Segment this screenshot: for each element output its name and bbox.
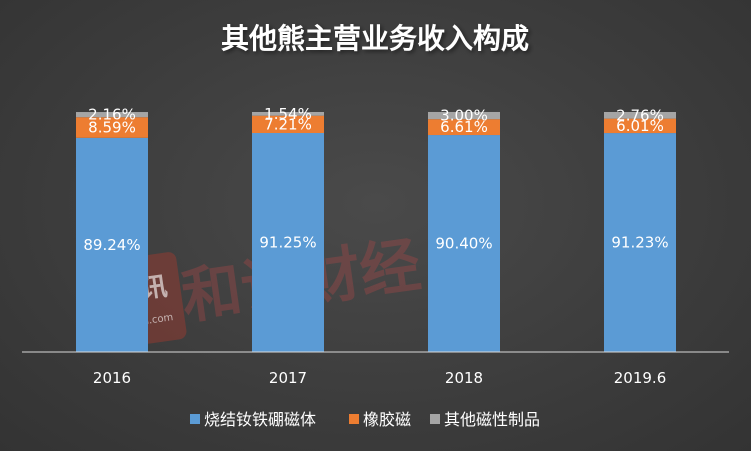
bar-2018-series-0 — [428, 135, 500, 352]
data-label-2016-series-1: 8.59% — [88, 119, 136, 137]
bar-2019.6-series-2 — [604, 112, 676, 119]
data-label-2019.6-series-1: 6.01% — [616, 117, 664, 135]
data-label-2017-series-1: 7.21% — [264, 115, 312, 133]
data-label-2018-series-2: 3.00% — [440, 107, 488, 125]
chart-title: 其他熊主营业务收入构成 — [221, 22, 529, 55]
legend-item-0: 烧结钕铁硼磁体 — [190, 410, 316, 429]
data-label-2017-series-0: 91.25% — [259, 234, 316, 252]
legend-label-0: 烧结钕铁硼磁体 — [204, 410, 316, 429]
legend-swatch-2 — [430, 414, 440, 424]
x-tick-label-2016: 2016 — [93, 369, 131, 387]
legend-item-2: 其他磁性制品 — [430, 410, 540, 429]
data-label-2019.6-series-0: 91.23% — [611, 234, 668, 252]
bar-2017-series-2 — [252, 112, 324, 116]
x-tick-label-2019.6: 2019.6 — [614, 369, 667, 387]
data-label-2018-series-1: 6.61% — [440, 118, 488, 136]
data-label-2017-series-2: 1.54% — [264, 105, 312, 123]
bar-2016-series-1 — [76, 117, 148, 138]
bar-2017-series-0 — [252, 133, 324, 352]
bar-2018-series-1 — [428, 119, 500, 136]
data-label-2016-series-0: 89.24% — [83, 236, 140, 254]
data-label-2018-series-0: 90.40% — [435, 235, 492, 253]
bar-2016-series-2 — [76, 112, 148, 118]
bar-2019.6-series-0 — [604, 133, 676, 352]
bars-layer — [76, 111, 676, 352]
legend-item-1: 橡胶磁 — [349, 410, 411, 429]
segment-labels-layer: 89.24% 8.59%2.16% 91.25% 7.21%1.54% 90.40% 6.… — [83, 105, 668, 254]
legend-label-2: 其他磁性制品 — [444, 410, 540, 429]
legend-swatch-1 — [349, 414, 359, 424]
bar-2017-series-1 — [252, 115, 324, 133]
legend-label-1: 橡胶磁 — [363, 410, 411, 429]
legend: 烧结钕铁硼磁体 橡胶磁 其他磁性制品 — [190, 410, 540, 429]
data-label-2019.6-series-2: 2.76% — [616, 106, 664, 124]
bar-2018-series-2 — [428, 111, 500, 120]
x-tick-label-2017: 2017 — [269, 369, 307, 387]
category-labels-layer: 2016 2017 2018 2019.6 — [93, 369, 666, 387]
legend-swatch-0 — [190, 414, 200, 424]
data-label-2016-series-2: 2.16% — [88, 106, 136, 124]
bar-2016-series-0 — [76, 137, 148, 352]
x-tick-label-2018: 2018 — [445, 369, 483, 387]
bar-2019.6-series-1 — [604, 118, 676, 134]
